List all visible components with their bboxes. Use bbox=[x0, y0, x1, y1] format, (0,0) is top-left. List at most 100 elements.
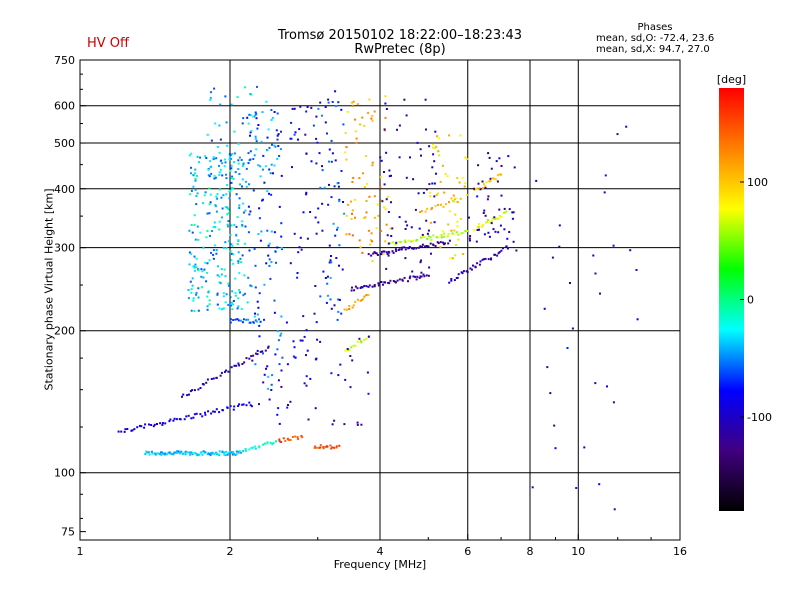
echo-point bbox=[190, 451, 193, 454]
echo-point bbox=[218, 220, 221, 223]
echo-point bbox=[328, 244, 331, 247]
echo-point bbox=[329, 298, 332, 301]
echo-point bbox=[175, 451, 178, 454]
echo-point bbox=[317, 207, 320, 210]
echo-point bbox=[188, 229, 191, 232]
echo-point bbox=[437, 242, 440, 245]
echo-point bbox=[267, 254, 270, 257]
echo-point bbox=[204, 155, 207, 158]
echo-point bbox=[246, 301, 249, 304]
echo-point bbox=[424, 98, 427, 101]
echo-point bbox=[348, 305, 351, 307]
echo-point bbox=[189, 390, 192, 393]
echo-point bbox=[371, 161, 374, 164]
echo-point bbox=[228, 197, 231, 200]
echo-point bbox=[315, 446, 318, 449]
echo-point bbox=[274, 145, 277, 148]
echo-point bbox=[448, 281, 451, 284]
echo-point bbox=[417, 246, 420, 249]
echo-point bbox=[193, 310, 196, 312]
echo-point bbox=[229, 153, 231, 155]
echo-point bbox=[276, 348, 279, 351]
echo-point bbox=[236, 216, 239, 219]
echo-point bbox=[280, 441, 283, 443]
echo-point bbox=[229, 170, 232, 173]
echo-point bbox=[497, 252, 500, 255]
echo-point bbox=[387, 242, 390, 245]
echo-point bbox=[261, 111, 264, 114]
echo-point bbox=[352, 344, 355, 347]
echo-point bbox=[489, 177, 492, 180]
echo-point bbox=[535, 179, 538, 182]
echo-point bbox=[338, 264, 340, 267]
echo-point bbox=[230, 157, 232, 160]
echo-point bbox=[230, 301, 233, 304]
echo-point bbox=[351, 101, 354, 104]
echo-point bbox=[257, 124, 260, 126]
echo-point bbox=[444, 242, 446, 245]
echo-point bbox=[233, 130, 236, 133]
echo-point bbox=[383, 250, 386, 253]
echo-point bbox=[198, 161, 200, 164]
echo-point bbox=[204, 261, 207, 264]
echo-point bbox=[260, 140, 263, 143]
echo-point bbox=[220, 371, 223, 374]
echo-point bbox=[192, 185, 195, 188]
echo-point bbox=[248, 213, 251, 216]
echo-point bbox=[314, 445, 317, 448]
echo-point bbox=[508, 208, 511, 211]
echo-point bbox=[204, 451, 207, 454]
echo-point bbox=[243, 361, 246, 364]
echo-point bbox=[291, 107, 294, 110]
echo-point bbox=[208, 212, 211, 215]
echo-point bbox=[219, 103, 222, 106]
echo-point bbox=[305, 329, 308, 332]
echo-point bbox=[229, 296, 232, 299]
echo-point bbox=[190, 288, 193, 291]
echo-point bbox=[343, 212, 346, 215]
echo-point bbox=[330, 261, 333, 264]
echo-point bbox=[221, 162, 224, 165]
echo-point bbox=[216, 303, 219, 306]
echo-point bbox=[253, 445, 256, 448]
echo-point bbox=[218, 275, 221, 278]
echo-point bbox=[166, 453, 169, 456]
echo-point bbox=[195, 203, 198, 206]
echo-point bbox=[232, 319, 235, 321]
echo-point bbox=[200, 268, 203, 271]
echo-point bbox=[383, 171, 385, 173]
echo-point bbox=[466, 271, 469, 274]
echo-point bbox=[277, 407, 280, 410]
echo-point bbox=[213, 244, 216, 247]
phase-stats-x-mode: mean, sd,X: 94.7, 27.0 bbox=[596, 44, 710, 55]
echo-point bbox=[274, 250, 277, 253]
echo-point bbox=[245, 404, 248, 407]
echo-point bbox=[473, 187, 476, 190]
echo-point bbox=[206, 378, 209, 381]
x-tick-label: 6 bbox=[464, 545, 471, 558]
echo-point bbox=[437, 203, 440, 206]
echo-point bbox=[404, 241, 407, 243]
echo-point bbox=[254, 264, 257, 267]
echo-point bbox=[336, 182, 339, 185]
echo-point bbox=[241, 363, 244, 365]
echo-point bbox=[194, 168, 197, 171]
echo-point bbox=[322, 447, 325, 450]
echo-point bbox=[377, 282, 380, 285]
echo-point bbox=[450, 197, 453, 200]
echo-point bbox=[292, 340, 295, 343]
echo-point bbox=[267, 387, 270, 390]
echo-point bbox=[379, 156, 382, 159]
echo-point bbox=[403, 239, 406, 242]
echo-point bbox=[231, 453, 234, 456]
echo-point bbox=[351, 359, 354, 362]
echo-point bbox=[354, 285, 357, 288]
echo-point bbox=[237, 297, 240, 300]
echo-point bbox=[249, 158, 252, 161]
echo-point bbox=[271, 443, 274, 446]
echo-point bbox=[599, 292, 601, 295]
echo-point bbox=[236, 318, 239, 321]
echo-point bbox=[368, 195, 371, 198]
echo-point bbox=[353, 198, 356, 201]
echo-point bbox=[245, 318, 248, 321]
